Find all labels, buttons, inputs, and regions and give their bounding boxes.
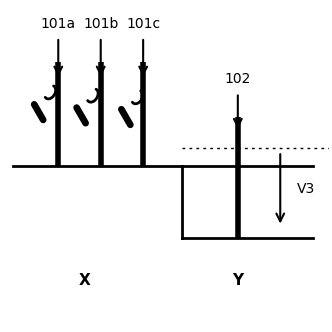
Text: 102: 102 <box>225 72 251 86</box>
Text: V3: V3 <box>296 182 315 196</box>
Text: X: X <box>78 273 90 288</box>
Text: 101c: 101c <box>126 17 160 31</box>
Text: 101b: 101b <box>83 17 119 31</box>
Text: 101a: 101a <box>41 17 76 31</box>
Text: Y: Y <box>232 273 243 288</box>
